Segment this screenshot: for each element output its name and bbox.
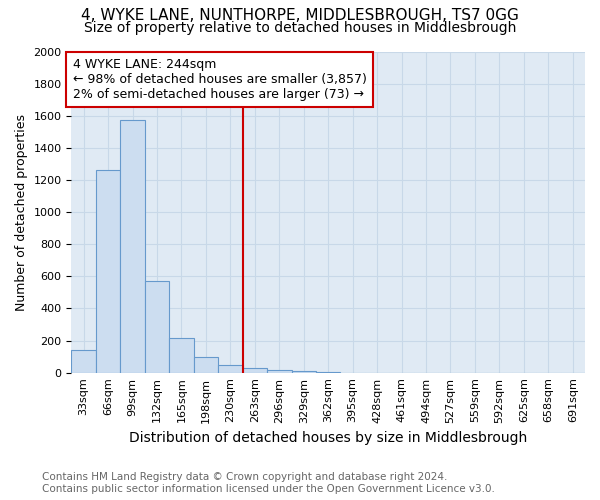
Y-axis label: Number of detached properties: Number of detached properties: [15, 114, 28, 310]
Bar: [71, 350, 96, 372]
Text: Contains HM Land Registry data © Crown copyright and database right 2024.
Contai: Contains HM Land Registry data © Crown c…: [42, 472, 495, 494]
Bar: [218, 364, 242, 372]
Bar: [121, 120, 145, 372]
Bar: [194, 358, 218, 372]
X-axis label: Distribution of detached houses by size in Middlesbrough: Distribution of detached houses by size …: [129, 431, 527, 445]
Bar: [267, 370, 292, 372]
Text: Size of property relative to detached houses in Middlesbrough: Size of property relative to detached ho…: [84, 21, 516, 35]
Bar: [96, 170, 121, 372]
Text: 4 WYKE LANE: 244sqm
← 98% of detached houses are smaller (3,857)
2% of semi-deta: 4 WYKE LANE: 244sqm ← 98% of detached ho…: [73, 58, 367, 101]
Bar: [169, 338, 194, 372]
Bar: [292, 371, 316, 372]
Bar: [145, 281, 169, 372]
Bar: [242, 368, 267, 372]
Text: 4, WYKE LANE, NUNTHORPE, MIDDLESBROUGH, TS7 0GG: 4, WYKE LANE, NUNTHORPE, MIDDLESBROUGH, …: [81, 8, 519, 22]
